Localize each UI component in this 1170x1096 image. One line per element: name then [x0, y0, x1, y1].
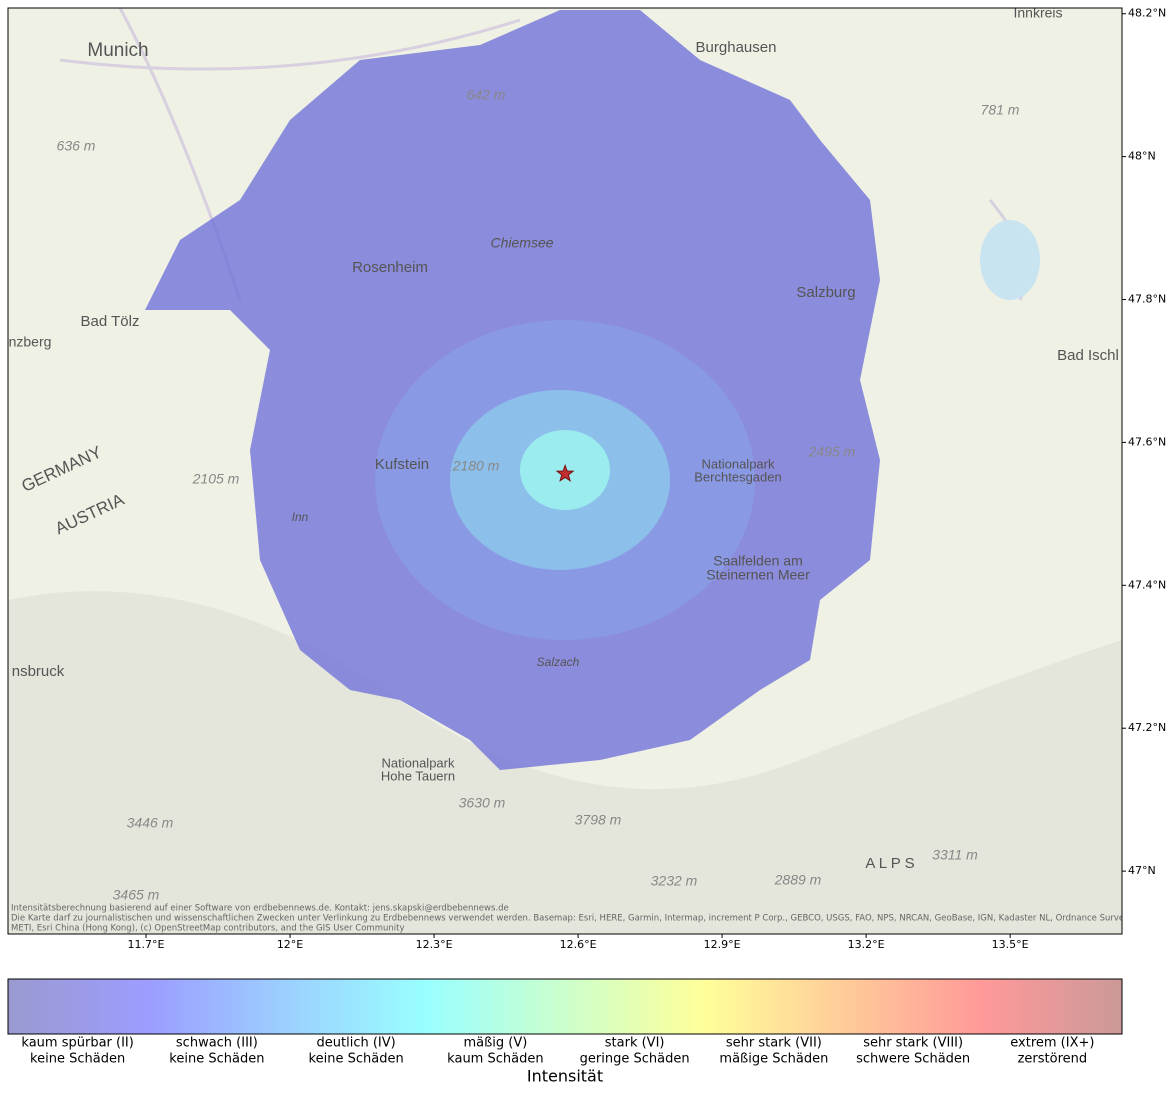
colorbar-label: schwach (III) — [176, 1036, 258, 1051]
river: Salzach — [537, 655, 580, 669]
x-tick-label: 12.9°E — [704, 938, 741, 951]
colorbar-title: Intensität — [527, 1067, 603, 1086]
attribution: Intensitätsberechnung basierend auf eine… — [11, 904, 509, 914]
elevation: 2180 m — [452, 458, 500, 474]
place: Kufstein — [375, 456, 429, 473]
x-tick-label: 13.2°E — [848, 938, 885, 951]
map-frame — [7, 7, 1123, 935]
map: Munich Innkreis Burghausen 642 m 636 m 7… — [8, 5, 1170, 934]
attribution: Die Karte darf zu journalistischen und w… — [11, 914, 1170, 924]
y-tick-label: 47.4°N — [1128, 578, 1166, 591]
elevation: 2889 m — [774, 872, 822, 888]
colorbar-label: mäßig (V) — [463, 1036, 527, 1051]
y-tick-label: 48°N — [1128, 150, 1156, 163]
place: Chiemsee — [490, 235, 553, 251]
y-tick-label: 47.2°N — [1128, 721, 1166, 734]
colorbar-label: kaum spürbar (II) — [21, 1036, 133, 1051]
river: Inn — [292, 510, 309, 524]
x-tick-label: 12.6°E — [560, 938, 597, 951]
place: nsbruck — [12, 663, 65, 680]
elevation: 2105 m — [192, 471, 240, 487]
elevation: 642 m — [467, 87, 506, 103]
place: Munich — [87, 40, 148, 61]
colorbar-sublabel: keine Schäden — [309, 1052, 404, 1067]
elevation: 781 m — [981, 102, 1020, 118]
epicenter — [555, 463, 575, 482]
place: Innkreis — [1013, 5, 1062, 21]
place: Rosenheim — [352, 259, 428, 276]
place: Berchtesgaden — [694, 469, 781, 484]
place: Bad Ischl — [1057, 347, 1119, 364]
intensity-area — [145, 10, 880, 770]
elevation: 3465 m — [113, 887, 160, 903]
place: Nationalpark — [702, 456, 775, 471]
y-tick-label: 47.8°N — [1128, 293, 1166, 306]
colorbar-label: deutlich (IV) — [317, 1036, 396, 1051]
elevation: 3311 m — [932, 847, 978, 863]
terrain — [8, 591, 1122, 934]
x-tick-label: 11.7°E — [128, 938, 165, 951]
elevation: 3232 m — [651, 873, 698, 889]
colorbar-sublabel: keine Schäden — [169, 1052, 264, 1067]
place: Steinernen Meer — [706, 567, 810, 583]
place: Bad Tölz — [81, 313, 140, 330]
colorbar-label: sehr stark (VIII) — [863, 1036, 963, 1051]
colorbar-label: extrem (IX+) — [1010, 1036, 1094, 1051]
x-tick-label: 12°E — [277, 938, 303, 951]
place: A L P S — [865, 855, 914, 872]
elevation: 2495 m — [808, 444, 856, 460]
x-tick-label: 13.5°E — [992, 938, 1029, 951]
colorbar-sublabel: zerstörend — [1018, 1052, 1088, 1067]
place: Nationalpark — [382, 755, 455, 770]
elevation: 636 m — [57, 138, 96, 154]
place: nzberg — [9, 334, 52, 350]
colorbar — [7, 978, 1123, 1035]
place: Burghausen — [696, 39, 777, 56]
elevation: 3798 m — [575, 812, 622, 828]
elevation: 3446 m — [127, 815, 174, 831]
colorbar-sublabel: geringe Schäden — [580, 1052, 690, 1067]
colorbar-label: sehr stark (VII) — [726, 1036, 822, 1051]
place: Salzburg — [796, 284, 855, 301]
lake — [980, 220, 1040, 300]
place: Hohe Tauern — [381, 768, 455, 783]
colorbar-sublabel: mäßige Schäden — [719, 1052, 828, 1067]
attribution: METI, Esri China (Hong Kong), (c) OpenSt… — [11, 924, 404, 934]
colorbar-label: stark (VI) — [605, 1036, 665, 1051]
x-tick-label: 12.3°E — [416, 938, 453, 951]
y-tick-label: 47°N — [1128, 864, 1156, 877]
colorbar-sublabel: schwere Schäden — [856, 1052, 970, 1067]
place: Saalfelden am — [713, 553, 803, 569]
elevation: 3630 m — [459, 795, 506, 811]
y-tick-label: 47.6°N — [1128, 435, 1166, 448]
y-tick-label: 48.2°N — [1128, 7, 1166, 20]
colorbar-sublabel: keine Schäden — [30, 1052, 125, 1067]
colorbar-sublabel: kaum Schäden — [447, 1052, 543, 1067]
